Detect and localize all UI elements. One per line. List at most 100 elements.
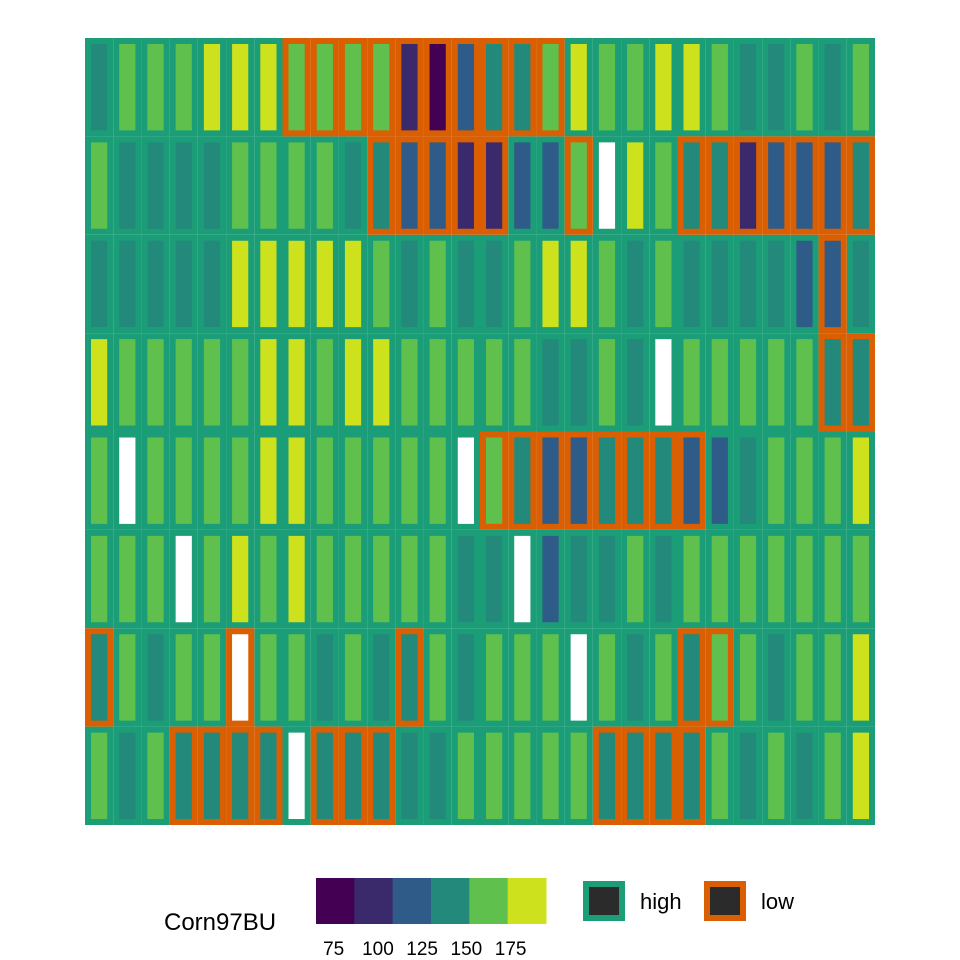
heatmap-cell <box>254 431 283 530</box>
heatmap-cell <box>423 234 452 334</box>
heatmap-cell <box>677 628 706 727</box>
heatmap-cell <box>451 333 481 432</box>
heatmap-cell <box>564 136 593 235</box>
heatmap-cell <box>310 38 339 137</box>
heatmap-cell <box>367 234 396 334</box>
heatmap-cell <box>564 628 593 727</box>
heatmap-cell <box>197 628 227 727</box>
heatmap-cell <box>564 333 593 432</box>
heatmap-cell <box>733 726 763 826</box>
fill-legend-ticks: 75 100 125 150 175 <box>323 939 526 960</box>
heatmap-cell <box>141 234 170 334</box>
heatmap-cell <box>508 333 537 432</box>
heatmap-cell <box>846 38 875 137</box>
heatmap-cell <box>846 431 875 530</box>
colorbar-segment <box>431 878 470 924</box>
heatmap-cell <box>705 234 734 334</box>
fill-tick-label: 75 <box>323 939 344 960</box>
heatmap-cell <box>310 628 339 727</box>
heatmap-cell <box>423 628 452 727</box>
heatmap-cell <box>226 38 255 137</box>
heatmap-cell <box>649 136 678 235</box>
heatmap-cell <box>733 38 763 137</box>
colorbar-segment <box>392 878 432 924</box>
heatmap-cell <box>564 726 593 826</box>
heatmap-cell <box>451 726 481 826</box>
heatmap-cell <box>85 628 114 727</box>
heatmap-cell <box>818 38 847 137</box>
heatmap-cell <box>113 136 142 235</box>
heatmap-cell <box>254 38 283 137</box>
heatmap-cell <box>818 234 847 334</box>
heatmap-cell <box>113 38 142 137</box>
heatmap-cell <box>790 38 819 137</box>
heatmap-cell <box>451 38 481 137</box>
heatmap-cell <box>818 431 847 530</box>
fill-tick-label: 100 <box>362 939 394 960</box>
heatmap-cell <box>564 234 593 334</box>
heatmap-cell <box>113 431 142 530</box>
heatmap-cell <box>310 234 339 334</box>
heatmap-cell <box>338 333 368 432</box>
heatmap-cell <box>254 333 283 432</box>
heatmap-cell <box>395 234 424 334</box>
heatmap-cell <box>310 431 339 530</box>
heatmap-cell <box>480 234 509 334</box>
heatmap-cell <box>226 234 255 334</box>
colorbar-segment <box>469 878 509 924</box>
heatmap-cell <box>367 431 396 530</box>
heatmap-cell <box>705 431 734 530</box>
heatmap-cell <box>480 136 509 235</box>
heatmap-cell <box>790 333 819 432</box>
fill-tick-label: 150 <box>451 939 483 960</box>
heatmap-cell <box>282 726 311 826</box>
heatmap-cell <box>338 726 368 826</box>
fill-legend-title: Corn97BU <box>164 909 276 936</box>
heatmap-cell <box>310 726 339 826</box>
heatmap-cell <box>480 38 509 137</box>
heatmap-cell <box>282 529 311 629</box>
heatmap-cell <box>169 726 198 826</box>
heatmap-cell <box>536 38 565 137</box>
heatmap-cell <box>113 628 142 727</box>
heatmap-cell <box>197 234 227 334</box>
heatmap-cell <box>705 333 734 432</box>
heatmap-cell <box>621 726 650 826</box>
heatmap-cell <box>818 529 847 629</box>
heatmap-cell <box>592 136 622 235</box>
heatmap-cell <box>677 234 706 334</box>
heatmap-cell <box>282 234 311 334</box>
heatmap-cell <box>649 726 678 826</box>
heatmap-cell <box>621 333 650 432</box>
outline-legend: high low <box>583 881 794 921</box>
heatmap-cell <box>338 431 368 530</box>
heatmap-cell <box>508 431 537 530</box>
heatmap-cell <box>197 136 227 235</box>
heatmap-cell <box>818 628 847 727</box>
heatmap-cell <box>226 628 255 727</box>
heatmap-cell <box>395 529 424 629</box>
legend-label-low: low <box>761 889 794 914</box>
heatmap-cell <box>169 136 198 235</box>
heatmap-cell <box>367 628 396 727</box>
heatmap-cell <box>592 333 622 432</box>
heatmap-cell <box>169 38 198 137</box>
heatmap-cell <box>85 234 114 334</box>
heatmap-cell <box>254 726 283 826</box>
heatmap-cell <box>282 38 311 137</box>
heatmap-cell <box>480 431 509 530</box>
heatmap-cell <box>480 628 509 727</box>
heatmap-cell <box>338 628 368 727</box>
heatmap-cell <box>536 628 565 727</box>
heatmap-cell <box>846 234 875 334</box>
heatmap-cell <box>367 136 396 235</box>
fill-colorbar <box>316 878 547 924</box>
heatmap-cell <box>169 529 198 629</box>
heatmap-cell <box>790 234 819 334</box>
heatmap-cell <box>790 431 819 530</box>
heatmap-cell <box>733 529 763 629</box>
heatmap-cell <box>508 136 537 235</box>
heatmap-cell <box>677 726 706 826</box>
heatmap-cell <box>141 136 170 235</box>
